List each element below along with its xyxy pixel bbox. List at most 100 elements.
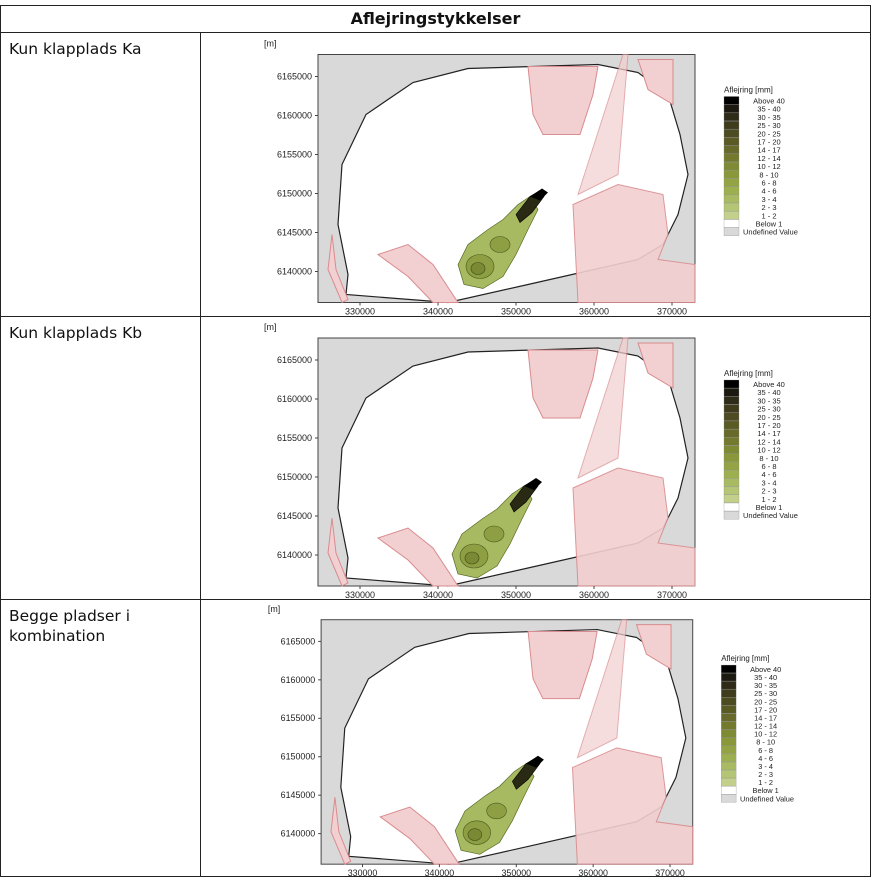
legend-swatch [723,227,740,236]
legend-label: Below 1 [753,786,779,795]
legend-swatch [723,129,740,138]
y-tick-label: 6160000 [281,675,316,685]
legend-swatch [723,396,740,405]
restricted-zone [635,624,672,670]
x-tick-label: 340000 [425,868,455,876]
x-tick-label: 370000 [657,307,687,317]
legend-swatch [721,737,737,746]
map-figure: [m] 6165000 6160000 6155000 6150000 6145000 61… [201,600,870,880]
legend-label: 14 - 17 [754,713,777,722]
legend-swatch [723,445,740,454]
legend-swatch [723,388,740,397]
y-tick-label: 6160000 [277,111,312,121]
legend-swatch [721,664,737,674]
legend-label: 12 - 14 [754,722,777,731]
legend-swatch [721,745,737,754]
y-unit-label: [m] [264,322,277,332]
legend-label: Below 1 [756,220,783,229]
legend-label: Below 1 [756,503,783,512]
x-tick-label: 350000 [501,307,531,317]
y-unit-label: [m] [264,39,277,49]
table-row: Kun klapplads Kb [m] 6165000 6160000 615500… [0,317,871,609]
legend-swatch [723,437,740,446]
legend-swatch [723,104,740,113]
legend-title: Aflejring [mm] [721,654,769,663]
legend-label: 2 - 3 [761,487,776,496]
legend-swatch [723,96,740,105]
legend-label: 3 - 4 [761,478,776,487]
legend-label: 17 - 20 [757,421,780,430]
x-unit-label: [m] [681,316,694,317]
legend-swatch [723,120,740,130]
x-tick-label: 340000 [423,307,453,317]
x-tick-label: 350000 [501,590,531,599]
legend-label: 8 - 10 [756,738,775,747]
legend-label: 3 - 4 [758,762,773,771]
x-tick-label: 330000 [348,868,378,876]
map-svg: [m] 6165000 6160000 6155000 6150000 6145000 61… [268,604,794,880]
legend-label: 20 - 25 [754,697,777,706]
restricted-zone [327,234,349,304]
legend-label: 1 - 2 [758,778,773,787]
legend-swatch [723,202,740,212]
legend-label: 30 - 35 [754,681,777,690]
legend-swatch [723,453,740,462]
y-tick-label: 6165000 [277,355,312,365]
legend-label: 10 - 12 [757,162,780,171]
row-label: Begge pladser i kombination [1,600,201,876]
legend-label: 4 - 6 [758,754,773,763]
legend-label: 1 - 2 [761,211,776,220]
legend-label: 8 - 10 [759,170,778,179]
map-figure: [m] 6165000 6160000 6155000 6150000 6145000 61… [201,317,870,609]
legend-swatch [721,681,737,690]
legend-swatch [721,778,737,787]
legend-swatch [723,153,740,163]
legend-swatch [723,511,740,520]
legend-swatch [721,786,737,795]
y-tick-label: 6160000 [277,394,312,404]
legend-label: 6 - 8 [758,746,773,755]
x-tick-label: 360000 [578,868,608,876]
y-tick-label: 6150000 [277,472,312,482]
legend-label: 25 - 30 [757,405,780,414]
x-tick-label: 330000 [345,307,375,317]
legend-label: 35 - 40 [757,388,780,397]
legend-swatch [721,753,737,763]
legend-label: 17 - 20 [757,138,780,147]
table-row: Kun klapplads Ka [m] 6165000 6160000 615500… [0,33,871,326]
legend-swatch [723,211,740,220]
legend-label: 30 - 35 [757,396,780,405]
legend-label: Undefined Value [740,794,794,803]
legend-label: 2 - 3 [758,770,773,779]
legend-label: 14 - 17 [757,429,780,438]
legend-title: Aflejring [mm] [724,369,773,378]
legend-label: 17 - 20 [754,705,777,714]
y-tick-label: 6155000 [281,713,316,723]
legend-label: 6 - 8 [761,179,776,188]
deposition-plume [457,188,548,289]
legend-label: 1 - 2 [761,495,776,504]
x-tick-label: 360000 [579,307,609,317]
table-row: Begge pladser i kombination [m] 6165000 61… [0,600,871,880]
legend-swatch [723,137,740,146]
legend-swatch [721,672,737,682]
y-tick-label: 6155000 [277,150,312,160]
legend-label: 35 - 40 [757,105,780,114]
legend-swatch [721,697,737,706]
restricted-zone [327,517,349,587]
legend-swatch [723,161,740,171]
y-tick-label: 6150000 [277,189,312,199]
legend-label: 10 - 12 [754,730,777,739]
restricted-zone [379,806,461,865]
legend-swatch [721,713,737,722]
x-tick-label: 370000 [657,590,687,599]
legend-label: 3 - 4 [761,195,776,204]
legend-swatch [723,461,740,471]
map-svg: [m] 6165000 6160000 6155000 6150000 6145000 61… [264,39,798,326]
legend-label: 14 - 17 [757,146,780,155]
y-tick-label: 6150000 [281,752,316,762]
legend-swatch [723,112,740,122]
legend-label: 10 - 12 [757,446,780,455]
legend-label: Undefined Value [743,228,798,237]
